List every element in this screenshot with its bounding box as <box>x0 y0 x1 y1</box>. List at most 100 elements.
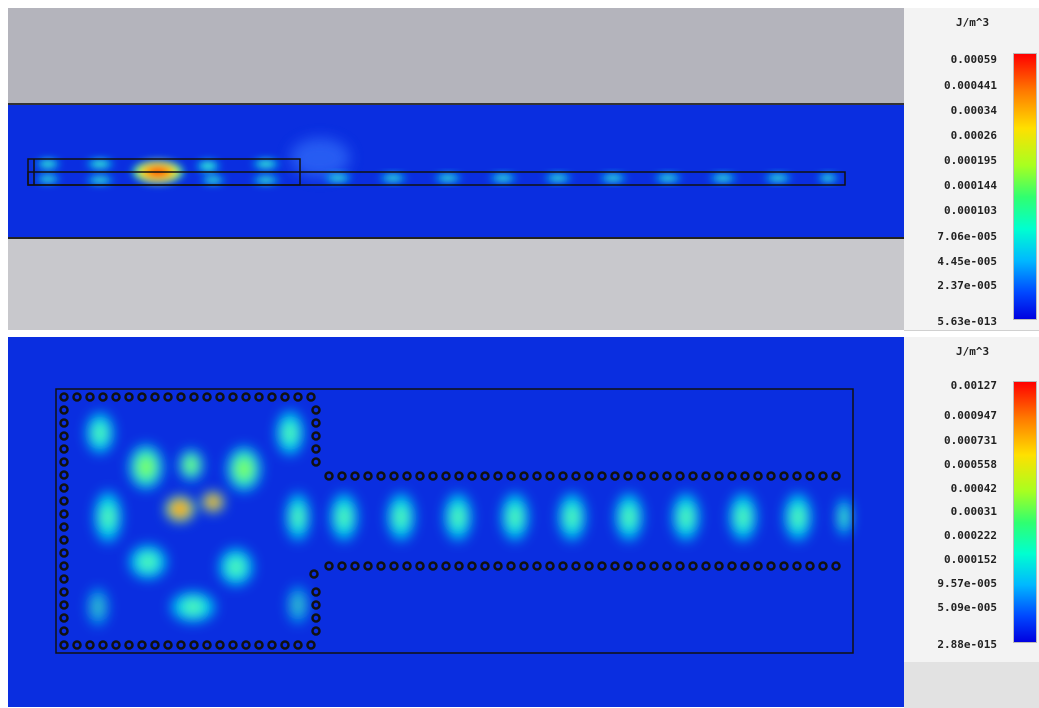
via-hole <box>280 640 290 650</box>
via-hole <box>59 535 69 545</box>
via-hole <box>428 561 438 571</box>
top-field-plot <box>8 8 904 330</box>
via-hole <box>59 457 69 467</box>
via-hole <box>701 471 711 481</box>
via-hole <box>389 561 399 571</box>
via-hole <box>111 640 121 650</box>
via-hole <box>675 561 685 571</box>
via-hole <box>519 561 529 571</box>
via-hole <box>662 561 672 571</box>
via-hole <box>293 392 303 402</box>
top-legend-tick: 0.00059 <box>950 53 997 66</box>
via-hole <box>805 471 815 481</box>
via-hole <box>701 561 711 571</box>
via-hole <box>241 392 251 402</box>
via-hole <box>558 471 568 481</box>
bottom-legend-tick: 0.00042 <box>950 482 997 495</box>
via-hole <box>610 471 620 481</box>
via-hole <box>584 471 594 481</box>
via-hole <box>267 640 277 650</box>
via-hole <box>363 471 373 481</box>
via-hole <box>311 418 321 428</box>
via-hole <box>779 561 789 571</box>
via-hole <box>124 392 134 402</box>
via-hole <box>792 471 802 481</box>
via-hole <box>688 561 698 571</box>
top-color-legend: J/m^3 0.00059 0.000441 0.00034 0.00026 0… <box>904 8 1039 331</box>
via-hole <box>831 471 841 481</box>
via-hole <box>59 496 69 506</box>
via-hole <box>337 561 347 571</box>
via-hole <box>311 600 321 610</box>
bottom-legend-unit: J/m^3 <box>956 345 990 358</box>
via-hole <box>558 561 568 571</box>
via-hole <box>59 522 69 532</box>
via-hole <box>727 561 737 571</box>
via-hole <box>480 471 490 481</box>
via-hole <box>150 640 160 650</box>
top-colorbar <box>1013 53 1037 320</box>
via-hole <box>545 471 555 481</box>
via-hole <box>189 392 199 402</box>
via-hole <box>254 640 264 650</box>
via-hole <box>324 471 334 481</box>
via-hole <box>176 640 186 650</box>
via-hole <box>124 640 134 650</box>
via-hole <box>740 471 750 481</box>
bottom-legend-tick: 0.000947 <box>944 409 997 422</box>
top-legend-tick: 0.00034 <box>950 104 997 117</box>
bottom-structure-outline <box>55 388 854 654</box>
via-hole <box>649 561 659 571</box>
via-hole <box>415 561 425 571</box>
via-hole <box>72 392 82 402</box>
via-hole <box>337 471 347 481</box>
via-hole <box>506 471 516 481</box>
via-hole <box>389 471 399 481</box>
bottom-legend-tick: 0.00031 <box>950 505 997 518</box>
via-hole <box>59 600 69 610</box>
via-hole <box>532 471 542 481</box>
via-hole <box>59 392 69 402</box>
via-hole <box>163 392 173 402</box>
via-hole <box>662 471 672 481</box>
via-hole <box>202 392 212 402</box>
via-hole <box>215 640 225 650</box>
bottom-field-canvas <box>8 337 904 707</box>
via-hole <box>441 471 451 481</box>
via-hole <box>454 561 464 571</box>
top-legend-tick: 4.45e-005 <box>937 255 997 268</box>
top-legend-tick: 0.000195 <box>944 154 997 167</box>
via-hole <box>59 626 69 636</box>
via-hole <box>59 640 69 650</box>
via-hole <box>532 561 542 571</box>
via-hole <box>675 471 685 481</box>
top-legend-tick: 5.63e-013 <box>937 315 997 328</box>
via-hole <box>350 561 360 571</box>
via-hole <box>831 561 841 571</box>
bottom-legend-tick: 0.000731 <box>944 434 997 447</box>
top-legend-tick: 0.00026 <box>950 129 997 142</box>
via-hole <box>363 561 373 571</box>
via-hole <box>59 587 69 597</box>
via-hole <box>189 640 199 650</box>
via-hole <box>818 561 828 571</box>
via-hole <box>545 561 555 571</box>
via-holes <box>59 392 841 650</box>
via-hole <box>59 418 69 428</box>
via-hole <box>805 561 815 571</box>
top-structure-outline <box>27 158 846 186</box>
via-hole <box>324 561 334 571</box>
via-hole <box>454 471 464 481</box>
top-guide-blobs <box>322 173 840 183</box>
top-legend-tick: 0.000103 <box>944 204 997 217</box>
top-legend-unit: J/m^3 <box>956 16 990 29</box>
bottom-color-legend: J/m^3 0.00127 0.000947 0.000731 0.000558… <box>904 337 1039 662</box>
via-hole <box>59 548 69 558</box>
via-hole <box>137 640 147 650</box>
via-hole <box>350 471 360 481</box>
via-hole <box>306 392 316 402</box>
via-hole <box>467 561 477 571</box>
via-hole <box>376 471 386 481</box>
bottom-legend-tick: 0.000222 <box>944 529 997 542</box>
via-hole <box>254 392 264 402</box>
